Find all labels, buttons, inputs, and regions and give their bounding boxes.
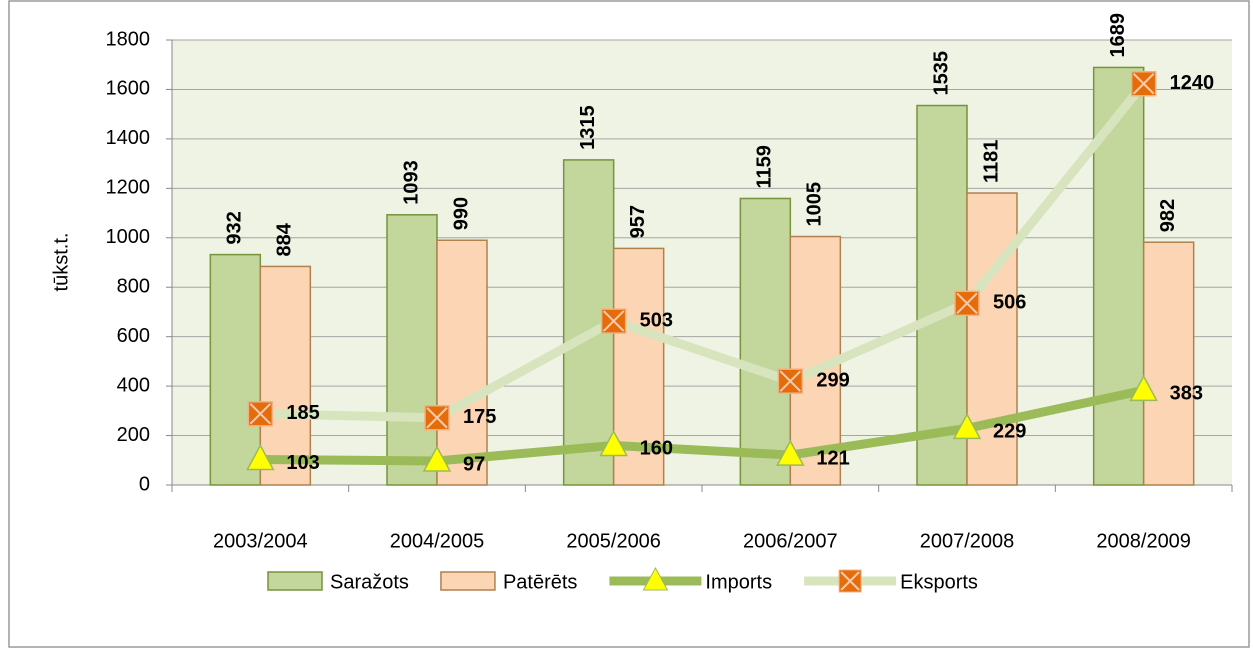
legend-label: Patērēts — [503, 571, 577, 593]
line — [255, 79, 1149, 423]
y-tick-label: 0 — [139, 473, 150, 495]
x-tick-label: 2003/2004 — [213, 530, 308, 552]
legend-swatch — [440, 571, 496, 591]
line-value-label: 185 — [286, 402, 319, 424]
marker — [599, 429, 628, 457]
marker — [954, 290, 980, 317]
marker — [424, 405, 450, 431]
markers — [246, 71, 1158, 472]
line — [255, 385, 1149, 466]
bar-value-label: 884 — [274, 222, 296, 256]
x-tick-label: 2008/2009 — [1096, 530, 1191, 552]
y-tick-label: 200 — [117, 424, 150, 446]
marker — [1130, 71, 1157, 97]
line-value-label: 160 — [640, 438, 673, 460]
x-tick-label: 2004/2005 — [390, 530, 485, 552]
bar-value-label: 982 — [1157, 199, 1179, 232]
marker — [246, 443, 275, 471]
bar — [436, 239, 488, 486]
bar-value-label: 1093 — [400, 160, 422, 205]
line-value-label: 175 — [463, 406, 496, 428]
marker — [422, 445, 452, 472]
legend-marker — [642, 566, 669, 591]
legend-label: Saražots — [330, 571, 409, 593]
marker-cross — [602, 310, 625, 332]
line-value-label: 506 — [993, 292, 1026, 314]
marker-cross — [1132, 73, 1155, 95]
line-value-label: 103 — [286, 452, 319, 474]
marker — [247, 401, 274, 427]
y-tick-label: 400 — [117, 374, 150, 396]
line-value-label: 299 — [816, 369, 849, 391]
bar — [739, 197, 792, 486]
marker — [776, 439, 805, 466]
legend-marker-cross — [840, 571, 860, 591]
x-tick-label: 2005/2006 — [566, 530, 661, 552]
bar — [209, 253, 262, 486]
bar-value-label: 1535 — [930, 51, 952, 96]
legend-label: Imports — [705, 571, 772, 593]
marker — [600, 308, 627, 334]
marker-cross — [426, 407, 448, 429]
line-value-label: 383 — [1170, 383, 1203, 405]
bar-value-label: 1159 — [754, 145, 776, 188]
y-tick-label: 1400 — [106, 127, 151, 149]
bar-value-label: 1005 — [804, 182, 826, 227]
line-value-label: 503 — [640, 309, 673, 331]
line-value-label: 121 — [816, 447, 849, 469]
line-value-label: 1240 — [1170, 72, 1215, 94]
legend-label: Eksports — [900, 571, 978, 593]
bar-value-label: 990 — [450, 197, 472, 230]
bar — [386, 214, 438, 486]
marker-cross — [956, 292, 978, 314]
bar-value-label: 1315 — [577, 105, 599, 150]
bar — [1142, 241, 1195, 486]
marker-cross — [249, 403, 272, 425]
lines — [255, 79, 1149, 466]
marker — [952, 412, 982, 440]
x-tick-label: 2006/2007 — [743, 530, 838, 552]
bar — [259, 265, 312, 486]
bar-value-label: 1689 — [1107, 13, 1129, 58]
marker — [777, 368, 804, 394]
legend-swatch — [267, 571, 323, 591]
y-tick-label: 1600 — [106, 78, 151, 100]
marker-cross — [779, 370, 802, 392]
bar-value-label: 932 — [224, 211, 246, 244]
y-tick-label: 1800 — [106, 28, 151, 50]
bar-value-label: 1181 — [980, 140, 1002, 183]
y-tick-label: 600 — [117, 325, 150, 347]
line-value-label: 97 — [463, 453, 485, 475]
x-tick-label: 2007/2008 — [920, 530, 1015, 552]
line-value-label: 229 — [993, 421, 1026, 443]
y-tick-label: 1200 — [106, 177, 151, 199]
y-tick-label: 1000 — [106, 226, 151, 248]
y-tick-label: 800 — [117, 276, 150, 298]
y-axis-label: tūkst.t. — [50, 233, 72, 292]
bar-value-label: 957 — [627, 205, 649, 238]
marker — [1129, 374, 1158, 402]
